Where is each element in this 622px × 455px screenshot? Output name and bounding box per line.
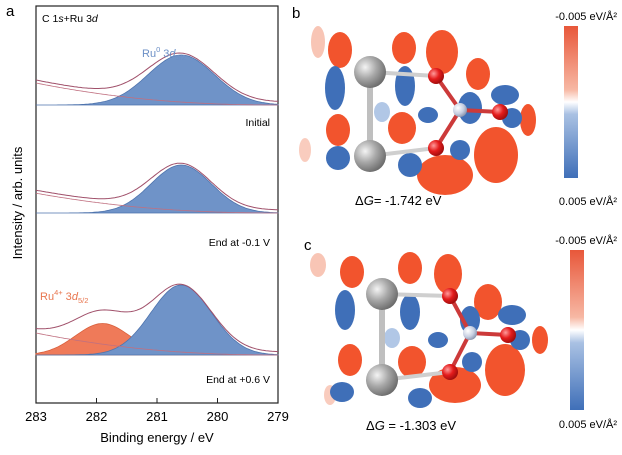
delta-g-c: ΔG = -1.303 eV	[366, 418, 456, 433]
colorbar-c-bottom-label: 0.005 eV/Å²	[559, 418, 617, 431]
envelope-0	[35, 52, 279, 102]
x-tick-label: 280	[207, 409, 229, 424]
panel-b: b	[292, 5, 617, 208]
envelope-1	[35, 162, 278, 211]
x-axis-label: Binding energy / eV	[100, 430, 214, 445]
x-tick-label: 283	[25, 409, 47, 424]
colorbar-c-top-label: -0.005 eV/Å²	[555, 234, 617, 247]
peak-fill-1-0	[36, 164, 279, 214]
charge-density-map-b	[299, 26, 536, 195]
colorbar-b-bottom-label: 0.005 eV/Å²	[559, 195, 617, 208]
x-tick-label: 282	[86, 409, 108, 424]
delta-g-b: ΔG= -1.742 eV	[355, 193, 442, 208]
ru4-peak-label: Ru4+ 3d5/2	[40, 288, 88, 305]
background-line-1	[35, 192, 278, 214]
panel-b-label: b	[292, 5, 300, 22]
colorbar-b-top-label: -0.005 eV/Å²	[555, 10, 617, 23]
background-line-2	[35, 332, 278, 356]
x-tick-label: 281	[146, 409, 168, 424]
trace-label-plus06v: End at +0.6 V	[206, 374, 270, 386]
ru0-peak-label: Ru0 3d5/2	[142, 45, 186, 62]
charge-density-map-c	[310, 252, 548, 408]
spectrum-region-label: C 1s+Ru 3d	[42, 13, 99, 25]
x-axis-ticks: 283 282 281 280 279	[25, 398, 289, 424]
trace-label-minus01v: End at -0.1 V	[209, 237, 270, 249]
peak-fill-2-1	[36, 284, 279, 356]
xps-traces	[35, 52, 279, 356]
background-line-0	[35, 82, 278, 106]
panel-c: c	[304, 234, 617, 433]
colorbar-c	[570, 250, 584, 410]
trace-label-initial: Initial	[245, 117, 270, 129]
peak-fill-0-0	[36, 54, 279, 106]
x-tick-label: 279	[267, 409, 289, 424]
y-axis-label: Intensity / arb. units	[10, 146, 25, 259]
panel-a-label: a	[6, 3, 15, 20]
panel-c-label: c	[304, 237, 312, 254]
panel-a: a Intensity / arb. units 283 282 281 280 279…	[6, 3, 289, 445]
envelope-2	[35, 283, 279, 353]
colorbar-b	[564, 26, 578, 178]
